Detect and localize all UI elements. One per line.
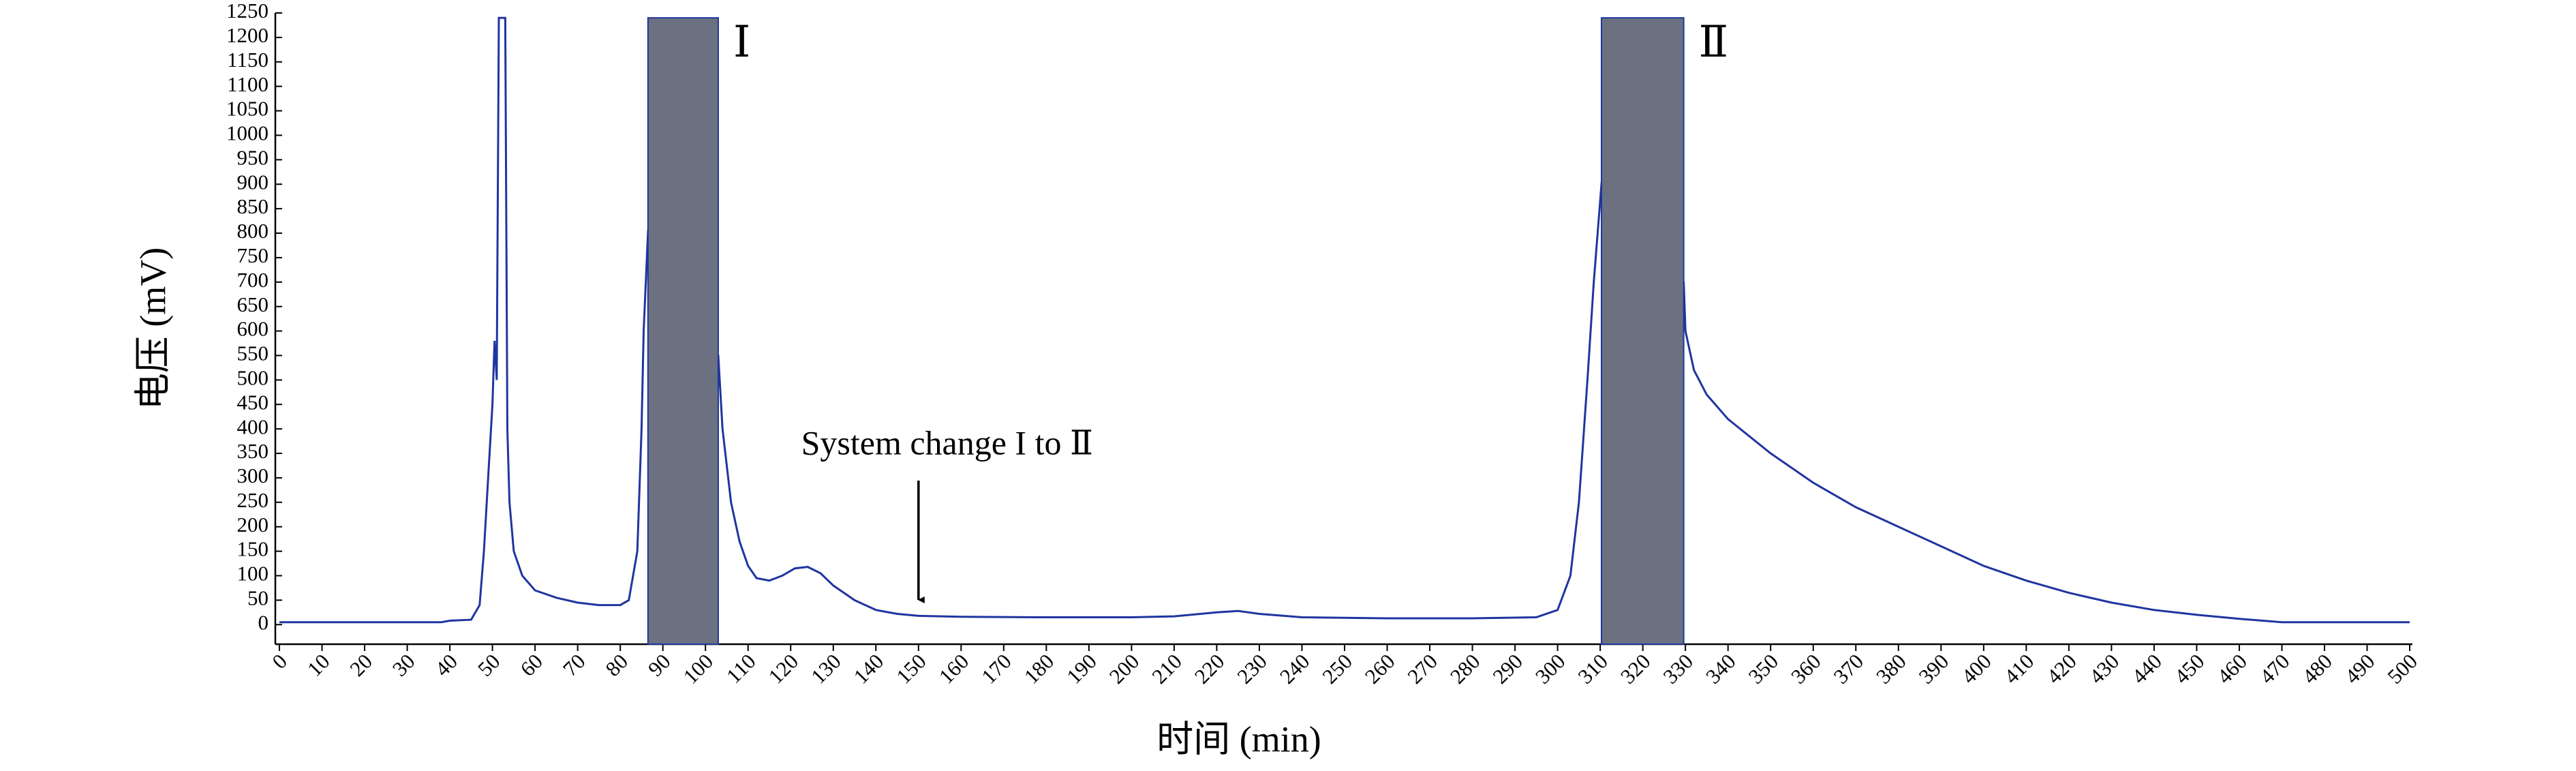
x-tick-label: 500 xyxy=(2382,649,2422,689)
x-tick-label: 360 xyxy=(1786,649,1826,689)
fraction-label: Ⅱ xyxy=(1699,18,1729,66)
x-tick-label: 170 xyxy=(977,649,1016,689)
y-tick-label: 150 xyxy=(237,537,269,561)
y-tick-label: 500 xyxy=(237,365,269,389)
x-tick-label: 490 xyxy=(2340,649,2380,689)
y-tick-label: 900 xyxy=(237,170,269,194)
y-tick-label: 300 xyxy=(237,464,269,487)
x-tick-label: 470 xyxy=(2255,649,2295,689)
x-tick-label: 210 xyxy=(1147,649,1186,689)
x-tick-label: 20 xyxy=(345,649,377,681)
x-tick-label: 140 xyxy=(849,649,889,689)
x-tick-label: 70 xyxy=(558,649,590,681)
x-tick-label: 310 xyxy=(1573,649,1612,689)
y-tick-label: 1250 xyxy=(226,0,269,22)
x-tick-label: 400 xyxy=(1957,649,1996,689)
annotation-text: System change I to Ⅱ xyxy=(801,423,1093,462)
x-tick-label: 410 xyxy=(1999,649,2039,689)
y-tick-label: 0 xyxy=(258,610,269,634)
y-tick-label: 350 xyxy=(237,439,269,463)
x-tick-label: 200 xyxy=(1105,649,1144,689)
y-tick-label: 1200 xyxy=(226,23,269,47)
x-tick-label: 50 xyxy=(473,649,505,681)
y-tick-label: 1050 xyxy=(226,97,269,121)
y-tick-label: 1150 xyxy=(227,48,269,72)
y-tick-label: 550 xyxy=(237,342,269,365)
x-tick-label: 120 xyxy=(764,649,803,689)
x-tick-label: 340 xyxy=(1701,649,1741,689)
y-tick-label: 750 xyxy=(237,243,269,267)
x-tick-label: 80 xyxy=(600,649,632,681)
y-tick-label: 600 xyxy=(237,317,269,341)
y-axis-label: 电压 (mV) xyxy=(132,247,173,410)
x-tick-label: 220 xyxy=(1190,649,1229,689)
x-tick-label: 250 xyxy=(1317,649,1357,689)
x-tick-label: 230 xyxy=(1232,649,1272,689)
x-tick-label: 330 xyxy=(1659,649,1698,689)
fraction-region xyxy=(1600,17,1685,646)
x-tick-label: 420 xyxy=(2042,649,2081,689)
x-tick-label: 300 xyxy=(1531,649,1570,689)
x-tick-label: 280 xyxy=(1445,649,1485,689)
y-tick-label: 700 xyxy=(237,268,269,292)
x-tick-label: 190 xyxy=(1062,649,1101,689)
x-axis-label: 时间 (min) xyxy=(1156,719,1321,759)
y-tick-label: 200 xyxy=(237,513,269,536)
x-tick-label: 380 xyxy=(1871,649,1911,689)
x-tick-label: 160 xyxy=(934,649,974,689)
x-tick-label: 110 xyxy=(722,649,761,688)
x-tick-label: 60 xyxy=(515,649,547,681)
x-tick-label: 430 xyxy=(2085,649,2124,689)
y-tick-label: 800 xyxy=(237,219,269,243)
x-tick-label: 370 xyxy=(1829,649,1869,689)
x-tick-label: 240 xyxy=(1275,649,1315,689)
y-tick-label: 650 xyxy=(237,292,269,316)
x-tick-label: 90 xyxy=(643,649,675,681)
x-tick-label: 320 xyxy=(1616,649,1655,689)
x-tick-label: 290 xyxy=(1488,649,1527,689)
y-tick-label: 950 xyxy=(237,145,269,169)
y-tick-label: 400 xyxy=(237,414,269,438)
fraction-label: Ⅰ xyxy=(733,18,750,66)
x-tick-label: 270 xyxy=(1402,649,1442,689)
fraction-region xyxy=(647,17,719,646)
x-tick-label: 180 xyxy=(1019,649,1059,689)
y-tick-label: 50 xyxy=(247,586,269,610)
x-tick-label: 0 xyxy=(267,649,292,674)
x-tick-label: 130 xyxy=(806,649,846,689)
x-tick-label: 460 xyxy=(2212,649,2252,689)
x-tick-label: 40 xyxy=(430,649,462,681)
x-tick-label: 10 xyxy=(303,649,335,681)
x-tick-label: 440 xyxy=(2127,649,2166,689)
x-tick-label: 260 xyxy=(1360,649,1400,689)
y-tick-label: 850 xyxy=(237,194,269,218)
y-tick-label: 1000 xyxy=(226,121,269,145)
x-tick-label: 450 xyxy=(2170,649,2209,689)
y-tick-label: 250 xyxy=(237,488,269,512)
x-tick-label: 350 xyxy=(1744,649,1783,689)
x-tick-label: 390 xyxy=(1914,649,1954,689)
x-tick-label: 30 xyxy=(388,649,420,681)
x-tick-label: 150 xyxy=(891,649,931,689)
x-tick-label: 480 xyxy=(2297,649,2337,689)
trace-line xyxy=(279,16,2410,624)
y-tick-label: 450 xyxy=(237,390,269,414)
x-tick-label: 100 xyxy=(679,649,718,689)
y-tick-label: 100 xyxy=(237,562,269,586)
y-tick-label: 1100 xyxy=(227,72,269,96)
